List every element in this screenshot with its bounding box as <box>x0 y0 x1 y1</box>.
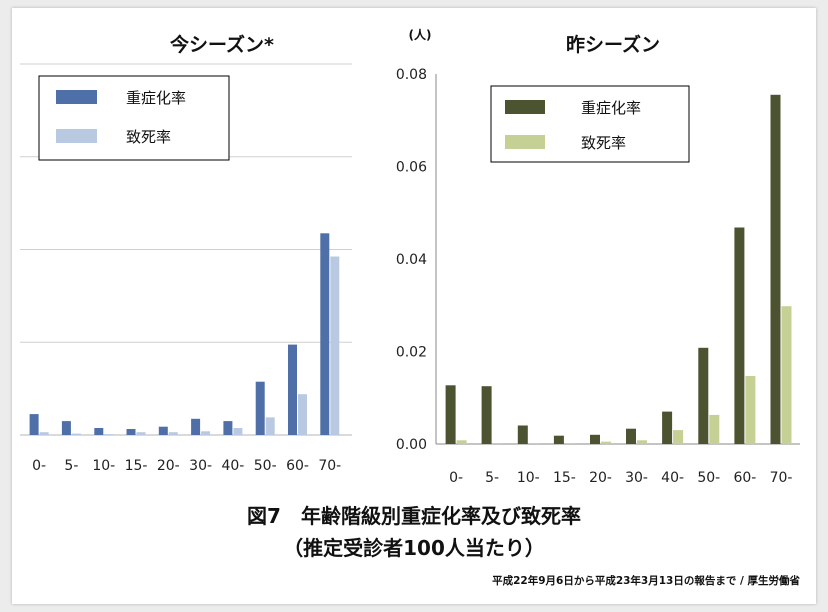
legend-box-last <box>490 85 690 163</box>
bar-severe-last-8 <box>734 227 745 444</box>
y-tick-labels-last: 0.08 0.06 0.04 0.02 0.00 <box>396 67 427 453</box>
chart-title-current: 今シーズン* <box>169 33 274 56</box>
x-tick-label: 70- <box>770 470 793 486</box>
bar-fatality-current-2 <box>104 434 114 435</box>
bar-severe-last-2 <box>517 425 528 444</box>
x-tick-labels-last: 0- 5- 10- 15- 20- 30- 40- 50- 60- 70- <box>449 470 792 486</box>
charts-canvas: 今シーズン* 0- 5- 10- 15- 20- 30- 40- 50- 60- 70- 重症化率… <box>20 27 800 587</box>
y-tick-label: 0.02 <box>396 345 427 361</box>
x-tick-label: 10- <box>517 470 540 486</box>
figure-subcaption: （推定受診者100人当たり） <box>283 536 545 560</box>
y-tick-label: 0.04 <box>396 252 427 268</box>
bar-severe-current-7 <box>255 381 265 435</box>
x-tick-label: 5- <box>485 470 499 486</box>
source-note: 平成22年9月6日から平成23年3月13日の報告まで / 厚生労働省 <box>492 574 800 587</box>
bar-fatality-last-3 <box>564 443 575 444</box>
bar-severe-current-1 <box>61 421 71 435</box>
slide: 今シーズン* 0- 5- 10- 15- 20- 30- 40- 50- 60- 70- 重症化率… <box>12 8 816 604</box>
legend-swatch-fatality-last <box>505 135 545 149</box>
x-tick-label: 50- <box>254 458 277 474</box>
x-tick-labels-current: 0- 5- 10- 15- 20- 30- 40- 50- 60- 70- <box>32 458 341 474</box>
legend-label-severe-last: 重症化率 <box>581 99 641 117</box>
chart-current-season: 今シーズン* 0- 5- 10- 15- 20- 30- 40- 50- 60- 70- 重症化率… <box>20 33 352 474</box>
bar-fatality-last-4 <box>601 441 611 444</box>
bar-fatality-current-0 <box>39 432 49 435</box>
bar-fatality-current-8 <box>298 394 307 435</box>
legend-label-fatality-last: 致死率 <box>581 134 626 152</box>
bar-severe-current-6 <box>223 421 233 435</box>
bar-fatality-last-6 <box>673 430 684 444</box>
chart-last-season: (人) 昨シーズン 0.08 0.06 0.04 0.02 0.00 0- 5- 10- 15… <box>396 27 800 486</box>
legend-label-severe-current: 重症化率 <box>126 89 186 107</box>
x-tick-label: 60- <box>286 458 309 474</box>
y-tick-label: 0.06 <box>396 160 427 176</box>
x-tick-label: 5- <box>64 458 78 474</box>
bar-fatality-current-9 <box>330 256 340 435</box>
x-tick-label: 60- <box>733 470 756 486</box>
bars-last <box>445 94 792 445</box>
bar-severe-current-3 <box>126 429 136 435</box>
bar-severe-current-8 <box>288 344 297 435</box>
bar-fatality-last-2 <box>528 443 539 444</box>
chart-title-last: 昨シーズン <box>566 33 660 56</box>
bar-severe-current-9 <box>320 233 330 435</box>
bar-severe-current-2 <box>94 428 104 435</box>
x-tick-label: 30- <box>625 470 648 486</box>
x-tick-label: 40- <box>221 458 244 474</box>
bar-severe-last-4 <box>590 434 600 445</box>
x-tick-label: 15- <box>125 458 148 474</box>
bar-fatality-last-0 <box>456 440 467 444</box>
bar-fatality-current-7 <box>265 417 275 435</box>
figure-caption: 図7 年齢階級別重症化率及び致死率 <box>247 504 581 528</box>
bar-fatality-current-4 <box>168 432 178 435</box>
y-unit-label: (人) <box>409 27 432 42</box>
bar-severe-last-3 <box>553 435 564 444</box>
bar-severe-last-6 <box>662 411 673 444</box>
bar-severe-last-9 <box>770 94 781 445</box>
bar-severe-last-5 <box>626 428 636 444</box>
bar-severe-current-5 <box>191 418 201 435</box>
bar-severe-current-4 <box>158 426 168 435</box>
x-tick-label: 70- <box>318 458 341 474</box>
x-tick-label: 0- <box>449 470 463 486</box>
bar-severe-last-0 <box>445 385 456 444</box>
bar-fatality-last-7 <box>709 414 720 444</box>
bar-fatality-last-9 <box>781 306 792 444</box>
bar-fatality-current-3 <box>136 432 146 435</box>
bar-fatality-current-5 <box>201 431 211 435</box>
legend-swatch-severe-current <box>56 90 97 104</box>
x-tick-label: 40- <box>661 470 684 486</box>
x-tick-label: 20- <box>589 470 612 486</box>
legend-current: 重症化率 致死率 <box>38 75 230 161</box>
legend-swatch-severe-last <box>505 100 545 114</box>
x-tick-label: 10- <box>92 458 115 474</box>
y-tick-label: 0.00 <box>396 437 427 453</box>
legend-swatch-fatality-current <box>56 129 97 143</box>
y-tick-label: 0.08 <box>396 67 427 83</box>
x-tick-label: 15- <box>553 470 576 486</box>
bar-fatality-current-1 <box>71 433 81 435</box>
legend-label-fatality-current: 致死率 <box>126 128 171 146</box>
bar-fatality-current-6 <box>233 428 243 435</box>
x-tick-label: 20- <box>157 458 180 474</box>
bar-fatality-last-5 <box>637 440 647 444</box>
x-tick-label: 30- <box>189 458 212 474</box>
bar-severe-last-1 <box>481 386 492 444</box>
x-tick-label: 0- <box>32 458 46 474</box>
x-tick-label: 50- <box>697 470 720 486</box>
bar-fatality-last-1 <box>492 443 503 444</box>
bars-current <box>29 233 340 435</box>
legend-last: 重症化率 致死率 <box>490 85 690 163</box>
bar-severe-last-7 <box>698 347 709 444</box>
bar-fatality-last-8 <box>745 376 756 444</box>
bar-severe-current-0 <box>29 414 39 435</box>
